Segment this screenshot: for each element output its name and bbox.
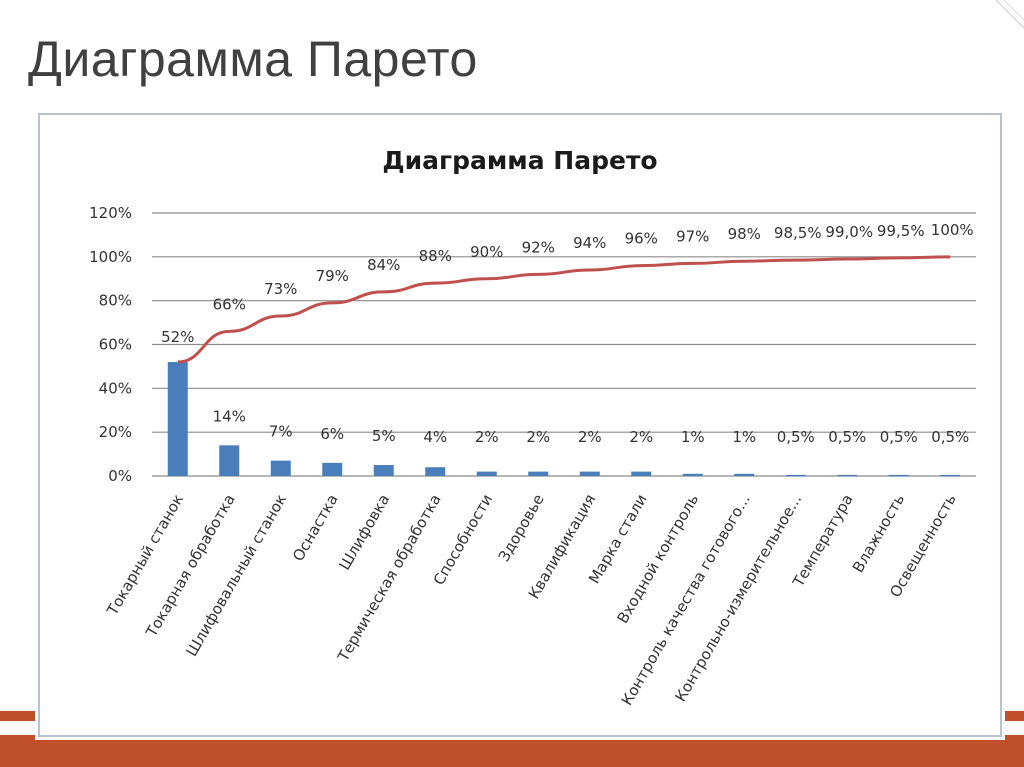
cumulative-data-label: 90% xyxy=(470,243,503,261)
labels-layer: 52% 14% 7% 6% 5% 4% 2% 2% 2% 2% 1% 1% 0,5% 0,5% 0,5% 0,… xyxy=(161,221,974,446)
bottom-accent-band xyxy=(0,735,1024,767)
bars-layer xyxy=(167,362,961,477)
bar xyxy=(785,474,806,477)
bar-data-label: 1% xyxy=(681,428,705,446)
bar-data-label: 2% xyxy=(629,428,653,446)
y-tick-label: 0% xyxy=(108,467,132,485)
bar xyxy=(631,471,652,476)
bar-data-label: 5% xyxy=(372,427,396,445)
bar-data-label: 14% xyxy=(213,407,246,425)
bar-data-label: 7% xyxy=(269,423,293,441)
chart-frame: Диаграмма Парето 0% 20% 40% 60% 80% 100% 120% … xyxy=(38,113,1002,737)
category-label: Оснастка xyxy=(289,491,342,564)
cumulative-data-label: 100% xyxy=(931,221,974,239)
category-label: Влажность xyxy=(849,491,908,576)
y-tick-label: 80% xyxy=(99,292,132,310)
bar-data-label: 2% xyxy=(526,428,550,446)
bar xyxy=(734,473,755,476)
pareto-chart: Диаграмма Парето 0%20%40%60%80%100%120% … xyxy=(89,146,976,708)
cumulative-data-label: 84% xyxy=(367,256,400,274)
grid-layer: 0% 20% 40% 60% 80% 100% 120% xyxy=(89,204,976,485)
cumulative-data-label: 73% xyxy=(264,280,297,298)
bar-data-label: 2% xyxy=(475,428,499,446)
cumulative-data-label: 94% xyxy=(573,234,606,252)
cumulative-data-label: 92% xyxy=(522,238,555,256)
y-tick-label: 120% xyxy=(89,204,132,222)
cumulative-data-label: 88% xyxy=(419,247,452,265)
category-label: Шлифовка xyxy=(335,491,393,573)
category-label: Термическая обработка xyxy=(334,491,445,665)
bar xyxy=(219,445,240,476)
bar-data-label: 0,5% xyxy=(828,428,866,446)
bar-data-label: 0,5% xyxy=(880,428,918,446)
y-tick-label: 60% xyxy=(99,336,132,354)
bar xyxy=(167,362,188,476)
bar-data-label: 0,5% xyxy=(777,428,815,446)
cumulative-data-label: 98% xyxy=(728,225,761,243)
cumulative-data-label: 66% xyxy=(213,295,246,313)
cumulative-data-label: 99,0% xyxy=(825,223,873,241)
category-label: Токарная обработка xyxy=(142,491,239,641)
cumulative-data-label: 79% xyxy=(316,267,349,285)
bar xyxy=(528,471,549,476)
slide-title: Диаграмма Парето xyxy=(28,31,478,87)
cumulative-data-label: 97% xyxy=(676,227,709,245)
bar xyxy=(322,462,343,476)
chart-title: Диаграмма Парето xyxy=(382,146,657,175)
category-label: Шлифовальный станок xyxy=(183,491,291,660)
y-tick-label: 40% xyxy=(99,379,132,397)
bar xyxy=(476,471,497,476)
bar-data-label: 6% xyxy=(320,425,344,443)
bar xyxy=(373,465,394,476)
bar xyxy=(270,460,291,476)
bar xyxy=(682,473,703,476)
bar-data-label: 0,5% xyxy=(931,428,969,446)
cumulative-data-label: 98,5% xyxy=(774,224,822,242)
cumulative-line-layer xyxy=(177,255,951,364)
corner-decoration xyxy=(995,0,1024,29)
bar-data-label: 4% xyxy=(423,428,447,446)
cumulative-line xyxy=(177,255,951,364)
bar-data-label: 2% xyxy=(578,428,602,446)
bar xyxy=(837,474,858,477)
y-tick-label: 100% xyxy=(89,248,132,266)
bar xyxy=(940,474,961,477)
bar xyxy=(888,474,909,477)
bar xyxy=(425,467,446,476)
category-label: Здоровье xyxy=(495,491,548,565)
cumulative-data-label: 96% xyxy=(625,230,658,248)
bar-data-label: 1% xyxy=(732,428,756,446)
bar xyxy=(579,471,600,476)
y-tick-label: 20% xyxy=(99,423,132,441)
bar-data-label: 52% xyxy=(161,328,194,346)
cumulative-data-label: 99,5% xyxy=(877,222,925,240)
